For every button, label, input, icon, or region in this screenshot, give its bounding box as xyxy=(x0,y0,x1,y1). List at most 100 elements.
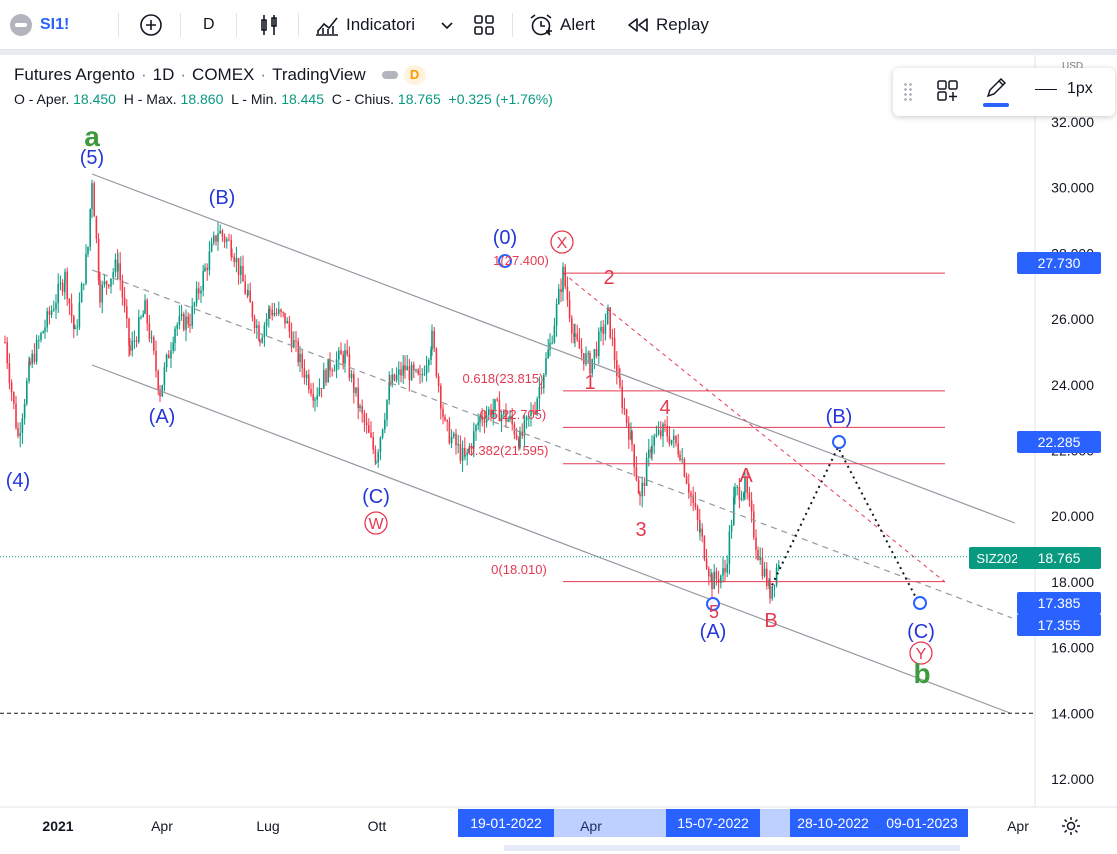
replay-button[interactable]: Replay xyxy=(626,0,709,50)
candle-body xyxy=(761,557,764,577)
candle-body xyxy=(187,316,189,325)
candle-body xyxy=(587,353,589,355)
time-range-highlight xyxy=(554,809,666,837)
candle-body xyxy=(701,528,703,537)
legend-interval: 1D xyxy=(152,65,175,84)
candle-body xyxy=(757,549,759,561)
candle-body xyxy=(112,272,114,279)
candle-body xyxy=(708,568,710,577)
candle-body xyxy=(766,568,768,586)
candle-body xyxy=(585,353,587,364)
candle-body xyxy=(57,283,59,304)
candle-body xyxy=(133,340,136,342)
candle-body xyxy=(521,431,523,436)
channel-mid-line xyxy=(91,269,1013,619)
candle-body xyxy=(450,436,453,444)
indicators-dropdown-button[interactable] xyxy=(440,0,454,50)
candle-body xyxy=(566,286,569,300)
candle-body xyxy=(428,359,430,366)
low-label: L - Min. xyxy=(231,91,278,107)
candle-body xyxy=(200,290,202,294)
candle-body xyxy=(639,494,641,497)
candle-body xyxy=(119,263,121,281)
candle-body xyxy=(312,393,314,401)
candle-body xyxy=(253,317,256,329)
candle-body xyxy=(170,350,172,359)
candle-body xyxy=(329,358,331,371)
candle-body xyxy=(384,419,386,430)
candle-body xyxy=(78,302,81,328)
candle-body xyxy=(598,331,600,356)
chevron-down-icon xyxy=(441,22,453,30)
time-scroll-bar[interactable] xyxy=(504,845,960,851)
candle-body xyxy=(259,340,261,343)
candle-body xyxy=(616,360,618,376)
candle-body xyxy=(103,281,106,285)
candle-body xyxy=(4,342,6,344)
chart-type-button[interactable] xyxy=(256,0,282,50)
interval-button[interactable]: D xyxy=(203,0,215,50)
line-width-button[interactable]: 1px xyxy=(1035,80,1093,98)
candle-body xyxy=(219,230,221,234)
candle-body xyxy=(206,267,208,271)
candle-body xyxy=(562,266,564,293)
candle-body xyxy=(619,376,621,387)
candle-body xyxy=(68,299,71,304)
candle-body xyxy=(386,400,388,420)
candle-body xyxy=(509,415,511,420)
indicators-button[interactable]: Indicatori xyxy=(314,0,415,50)
candle-body xyxy=(140,317,142,319)
candle-body xyxy=(242,265,244,282)
indicators-icon xyxy=(316,17,338,36)
legend-toggle[interactable] xyxy=(381,71,398,79)
wave-label-5-red: 5 xyxy=(709,602,719,622)
layouts-button[interactable] xyxy=(472,0,496,50)
candle-body xyxy=(40,333,42,340)
candle-body xyxy=(553,325,556,343)
candle-body xyxy=(226,239,228,242)
close-value: 18.765 xyxy=(397,91,441,107)
candle-body xyxy=(355,387,357,393)
drag-handle-icon[interactable] xyxy=(903,82,913,102)
candle-body xyxy=(189,324,191,326)
alert-button[interactable]: Alert xyxy=(528,0,595,50)
candle-body xyxy=(17,427,19,437)
wave-label-X-circle xyxy=(550,230,574,254)
candle-body xyxy=(381,429,384,438)
symbol-search[interactable]: SI1! xyxy=(10,0,69,50)
candle-body xyxy=(423,373,426,375)
candle-body xyxy=(128,318,130,346)
wave-label-a: a xyxy=(84,121,100,152)
candle-body xyxy=(114,259,117,273)
candle-body xyxy=(679,454,681,460)
candle-body xyxy=(710,574,712,577)
symbol-label: SI1! xyxy=(40,16,70,33)
candle-body xyxy=(251,302,254,318)
candle-body xyxy=(361,405,363,414)
candle-body xyxy=(74,327,76,330)
candle-body xyxy=(297,341,299,363)
candle-body xyxy=(743,492,745,499)
candle-body xyxy=(368,425,370,433)
line-color-button[interactable] xyxy=(981,76,1011,108)
candle-body xyxy=(628,422,630,440)
price-tick: 12.000 xyxy=(1051,771,1094,787)
candle-body xyxy=(591,358,593,374)
candle-body xyxy=(323,370,325,389)
candle-body xyxy=(699,528,701,533)
candle-body xyxy=(755,537,757,550)
compare-add-button[interactable] xyxy=(138,0,164,50)
candle-body xyxy=(470,446,473,449)
candle-body xyxy=(694,502,697,508)
candle-body xyxy=(256,325,258,329)
candle-body xyxy=(286,320,288,324)
candle-body xyxy=(733,497,735,525)
point-marker xyxy=(832,435,846,449)
candle-body xyxy=(641,482,643,497)
candle-body xyxy=(717,578,720,583)
candle-body xyxy=(237,257,240,276)
candle-body xyxy=(651,445,653,453)
candle-body xyxy=(677,443,679,455)
